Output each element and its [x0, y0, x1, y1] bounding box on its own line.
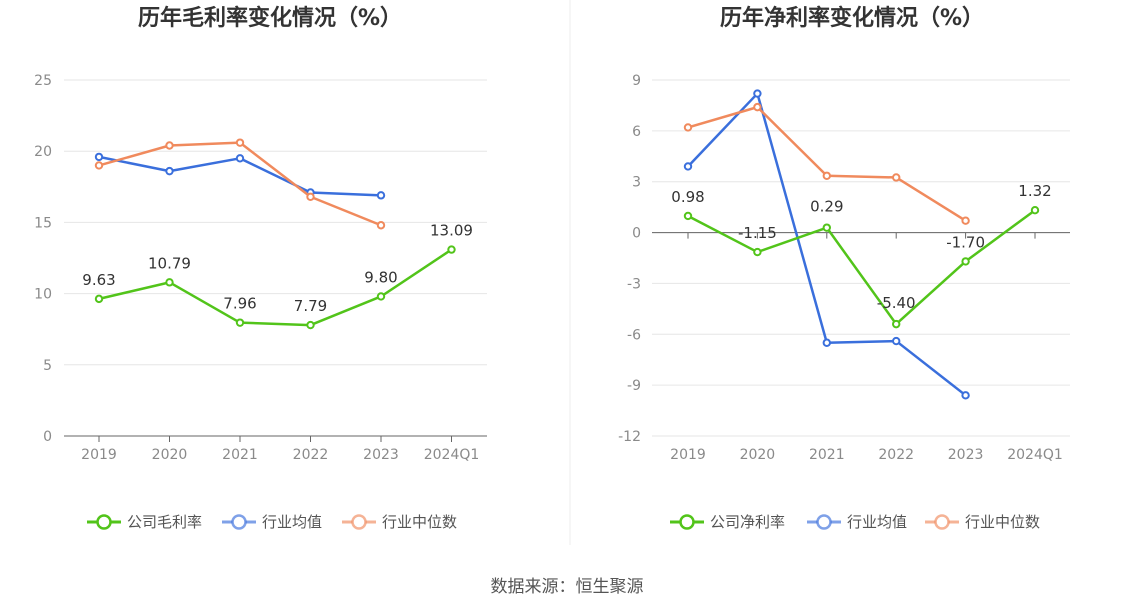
data-label: -5.40 — [877, 294, 916, 312]
x-tick-label: 2024Q1 — [424, 447, 480, 463]
x-tick-label: 2020 — [740, 447, 776, 463]
y-tick-label: 0 — [632, 226, 641, 242]
x-tick-label: 2022 — [293, 447, 329, 463]
legend-label: 行业中位数 — [382, 513, 457, 531]
data-point — [753, 247, 762, 257]
y-tick-label: -3 — [627, 276, 641, 292]
x-tick-label: 2020 — [152, 447, 188, 463]
data-label: 9.63 — [82, 271, 115, 289]
y-tick-label: 0 — [43, 429, 52, 445]
legend-marker — [816, 514, 832, 530]
y-tick-label: 5 — [43, 358, 52, 374]
x-tick-label: 2019 — [670, 447, 706, 463]
y-tick-label: 25 — [34, 73, 52, 89]
data-point — [683, 123, 693, 132]
y-tick-label: -12 — [618, 429, 641, 445]
y-tick-label: 6 — [632, 124, 641, 140]
series-line-0 — [98, 248, 453, 327]
data-label: 9.80 — [364, 268, 397, 286]
data-point — [235, 318, 245, 327]
y-tick-label: -9 — [627, 378, 641, 394]
legend-label: 行业均值 — [847, 513, 907, 531]
data-point — [822, 338, 831, 347]
y-tick-label: 3 — [632, 175, 641, 191]
legend-marker — [934, 514, 950, 530]
data-point — [753, 89, 762, 98]
data-label: 7.79 — [294, 297, 327, 315]
data-point — [94, 152, 104, 162]
legend-marker — [231, 514, 247, 530]
y-tick-label: 15 — [34, 215, 52, 231]
x-tick-label: 2019 — [81, 447, 117, 463]
y-tick-label: 10 — [34, 287, 52, 303]
y-tick-label: 9 — [632, 73, 641, 89]
data-point — [306, 192, 315, 201]
data-point — [683, 162, 693, 171]
legend-label: 公司毛利率 — [127, 513, 202, 531]
data-point — [1030, 205, 1040, 215]
series-line-1 — [98, 155, 382, 197]
data-label: 7.96 — [223, 295, 256, 313]
data-point — [892, 319, 901, 329]
legend-marker — [96, 514, 112, 530]
data-point — [376, 221, 386, 230]
charts-canvas: 历年毛利率变化情况（%） 0 5 10 15 20 25 2019 2020 2021 2022 20… — [34, 0, 1070, 545]
data-point — [94, 161, 104, 170]
data-point — [961, 391, 970, 400]
x-tick-label: 2024Q1 — [1007, 447, 1063, 463]
x-tick-label: 2023 — [363, 447, 399, 463]
chart-title: 历年净利率变化情况（%） — [720, 5, 984, 31]
data-label: -1.70 — [946, 233, 985, 251]
data-point — [94, 294, 104, 304]
y-tick-label: 20 — [34, 144, 52, 160]
series-line-0 — [687, 209, 1036, 326]
data-point — [376, 191, 386, 200]
data-point — [822, 223, 831, 232]
data-point — [683, 211, 693, 221]
legend-label: 公司净利率 — [710, 513, 785, 531]
data-label: 13.09 — [430, 222, 473, 240]
data-point — [235, 138, 245, 147]
chart-title: 历年毛利率变化情况（%） — [138, 5, 402, 31]
data-label: 1.32 — [1018, 182, 1051, 200]
data-point — [892, 173, 901, 182]
data-point — [165, 166, 174, 176]
data-label: -1.15 — [738, 224, 777, 242]
data-point — [892, 336, 901, 346]
y-tick-label: -6 — [627, 327, 641, 343]
data-point — [822, 171, 831, 180]
x-tick-label: 2022 — [878, 447, 914, 463]
data-point — [165, 278, 174, 287]
x-tick-label: 2021 — [222, 447, 258, 463]
data-point — [376, 292, 386, 301]
legend-label: 行业均值 — [262, 513, 322, 531]
data-point — [753, 102, 762, 112]
data-label: 0.98 — [671, 188, 704, 206]
x-tick-label: 2023 — [948, 447, 984, 463]
data-point — [961, 216, 970, 225]
data-point — [165, 141, 174, 150]
legend-label: 行业中位数 — [965, 513, 1040, 531]
legend-marker — [351, 514, 367, 530]
legend-marker — [679, 514, 695, 530]
data-point — [306, 320, 315, 330]
data-point — [235, 154, 245, 163]
data-source-note: 数据来源：恒生聚源 — [490, 577, 644, 597]
data-point — [961, 257, 970, 266]
data-point — [447, 245, 456, 254]
series-line-1 — [687, 92, 967, 397]
x-tick-label: 2021 — [809, 447, 845, 463]
data-label: 0.29 — [810, 198, 843, 216]
data-label: 10.79 — [148, 254, 191, 272]
